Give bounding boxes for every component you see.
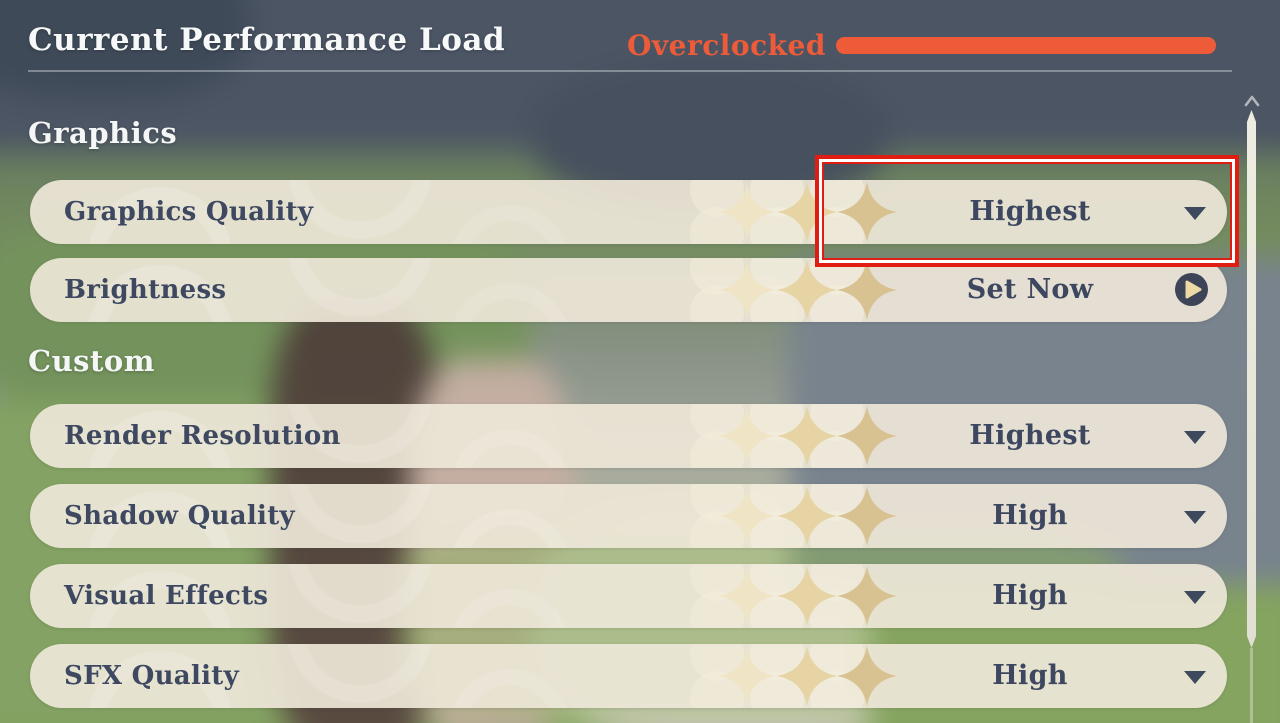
setting-label: Shadow Quality <box>64 501 295 531</box>
section-title-custom: Custom <box>28 344 155 378</box>
sparkle-decoration-icon <box>690 484 897 548</box>
setting-value: High <box>992 500 1068 531</box>
setting-value: High <box>992 660 1068 691</box>
scrollbar-track <box>1250 648 1253 723</box>
sparkle-decoration-icon <box>690 644 897 708</box>
setting-label: Brightness <box>64 275 227 305</box>
setting-label: SFX Quality <box>64 661 240 691</box>
performance-load-bar <box>836 37 1216 54</box>
setting-row-brightness[interactable]: Brightness Set Now <box>30 258 1227 322</box>
scrollbar-chevron-up-icon[interactable] <box>1244 94 1260 107</box>
dropdown-caret-icon[interactable] <box>1184 671 1206 684</box>
sparkle-decoration-icon <box>690 404 897 468</box>
sparkle-decoration-icon <box>690 564 897 628</box>
performance-status-label: Overclocked <box>627 29 826 62</box>
setting-label: Graphics Quality <box>64 197 314 227</box>
setting-row-sfx-quality[interactable]: SFX Quality High <box>30 644 1227 708</box>
dropdown-caret-icon[interactable] <box>1184 511 1206 524</box>
setting-value: Set Now <box>966 274 1094 305</box>
page-title: Current Performance Load <box>28 22 506 58</box>
scrollbar-thumb[interactable] <box>1247 110 1256 648</box>
sparkle-decoration-icon <box>690 258 897 322</box>
dropdown-caret-icon[interactable] <box>1184 207 1206 220</box>
section-title-graphics: Graphics <box>28 116 178 150</box>
sparkle-decoration-icon <box>690 180 897 244</box>
setting-row-shadow-quality[interactable]: Shadow Quality High <box>30 484 1227 548</box>
dropdown-caret-icon[interactable] <box>1184 431 1206 444</box>
setting-row-graphics-quality[interactable]: Graphics Quality Highest <box>30 180 1227 244</box>
setting-label: Render Resolution <box>64 421 341 451</box>
setting-value: Highest <box>969 196 1091 227</box>
setting-row-render-resolution[interactable]: Render Resolution Highest <box>30 404 1227 468</box>
setting-value: Highest <box>969 420 1091 451</box>
header-divider <box>28 70 1232 72</box>
setting-value: High <box>992 580 1068 611</box>
dropdown-caret-icon[interactable] <box>1184 591 1206 604</box>
setting-row-visual-effects[interactable]: Visual Effects High <box>30 564 1227 628</box>
setting-label: Visual Effects <box>64 581 269 611</box>
set-now-play-icon[interactable] <box>1175 273 1208 306</box>
